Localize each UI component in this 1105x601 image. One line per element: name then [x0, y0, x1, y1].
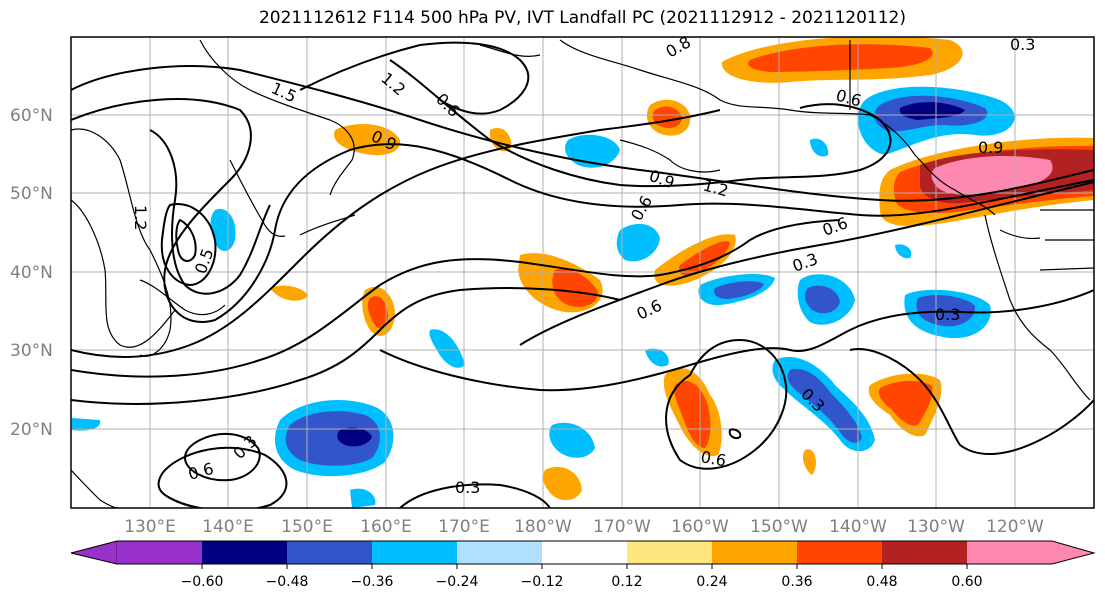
- colorbar-outline: [70, 540, 1096, 565]
- colorbar-segment: [967, 541, 1052, 564]
- lon-label-160e: 160°E: [360, 517, 412, 537]
- colorbar-label: −0.36: [351, 574, 394, 590]
- lat-label-40n: 40°N: [10, 263, 53, 283]
- lon-label-150e: 150°E: [281, 517, 333, 537]
- colorbar-segment: [797, 541, 882, 564]
- anomaly-negative: [337, 427, 372, 447]
- anomaly-negative: [285, 411, 381, 466]
- colorbar-segment: [372, 541, 457, 564]
- colorbar-segment: [627, 541, 712, 564]
- lat-label-20n: 20°N: [10, 420, 53, 440]
- colorbar-segment: [712, 541, 797, 564]
- anomaly-negative: [565, 134, 620, 168]
- anomaly-negative: [549, 422, 595, 458]
- lon-label-140w: 140°W: [829, 517, 887, 537]
- anomaly-negative: [429, 329, 465, 368]
- colorbar-segment: [542, 541, 627, 564]
- anomaly-positive: [334, 124, 401, 156]
- anomaly-positive: [748, 44, 933, 72]
- latitude-labels: 60°N 50°N 40°N 30°N 20°N: [10, 106, 53, 440]
- anomaly-positive: [552, 268, 598, 307]
- colorbar-segment: [882, 541, 967, 564]
- anomaly-positive: [878, 380, 933, 426]
- colorbar-label: 0.24: [696, 574, 727, 590]
- anomaly-negative: [616, 223, 660, 262]
- anomaly-positive: [543, 466, 582, 501]
- lon-label-140e: 140°E: [202, 517, 254, 537]
- colorbar-segment: [70, 540, 118, 565]
- coastlines: [71, 39, 1094, 508]
- map-border: [70, 36, 1095, 509]
- lon-label-170e: 170°E: [438, 517, 490, 537]
- lat-label-60n: 60°N: [10, 106, 53, 126]
- contour-label: 0.6: [699, 447, 727, 470]
- lon-label-120w: 120°W: [986, 517, 1044, 537]
- anomaly-negative: [72, 418, 101, 431]
- colorbar-label: −0.60: [181, 574, 224, 590]
- shaded-anomalies: [72, 37, 1094, 508]
- contour-label: 0.3: [1010, 35, 1035, 54]
- colorbar-segment: [117, 541, 202, 564]
- lon-label-180w: 180°W: [514, 517, 572, 537]
- contour-label: 1.2: [131, 205, 150, 230]
- colorbar-label: 0.60: [951, 574, 982, 590]
- lat-label-30n: 30°N: [10, 341, 53, 361]
- colorbar-ticks: [201, 564, 968, 569]
- anomaly-positive: [674, 380, 711, 448]
- map-title: 2021112612 F114 500 hPa PV, IVT Landfall…: [258, 8, 906, 28]
- lon-label-130e: 130°E: [124, 517, 176, 537]
- anomaly-positive: [270, 285, 308, 301]
- anomaly-negative: [210, 209, 236, 252]
- anomaly-positive: [802, 449, 816, 475]
- colorbar-segment: [1052, 541, 1094, 564]
- colorbar-segment: [457, 541, 542, 564]
- anomaly-negative: [645, 348, 669, 367]
- contour-label: 0.3: [935, 305, 960, 324]
- lon-label-150w: 150°W: [750, 517, 808, 537]
- lon-label-130w: 130°W: [907, 517, 965, 537]
- pv-contours: [71, 41, 1094, 508]
- anomaly-positive: [367, 296, 388, 329]
- lat-label-50n: 50°N: [10, 184, 53, 204]
- contour-label: 0.9: [978, 138, 1003, 157]
- anomaly-negative: [787, 368, 862, 443]
- anomaly-negative: [804, 285, 840, 314]
- contour-label: 0.3: [455, 478, 480, 497]
- anomaly-negative: [899, 102, 965, 120]
- colorbar-label: −0.12: [521, 574, 564, 590]
- colorbar-label: −0.24: [436, 574, 479, 590]
- colorbar-label: 0.48: [866, 574, 897, 590]
- colorbar-label: −0.48: [266, 574, 309, 590]
- anomaly-negative: [350, 488, 376, 508]
- anomaly-negative: [895, 244, 912, 259]
- colorbar-segment: [202, 541, 287, 564]
- colorbar: −0.60 −0.48 −0.36 −0.24 −0.12 0.12 0.24 …: [70, 540, 1096, 590]
- lon-label-160w: 160°W: [671, 517, 729, 537]
- anomaly-negative: [714, 281, 764, 299]
- anomaly-positive: [931, 156, 1053, 195]
- colorbar-segment: [287, 541, 372, 564]
- anomaly-negative: [810, 138, 829, 157]
- colorbar-label: 0.36: [781, 574, 812, 590]
- lon-label-170w: 170°W: [593, 517, 651, 537]
- colorbar-label: 0.12: [611, 574, 642, 590]
- longitude-labels: 130°E 140°E 150°E 160°E 170°E 180°W 170°…: [124, 517, 1044, 537]
